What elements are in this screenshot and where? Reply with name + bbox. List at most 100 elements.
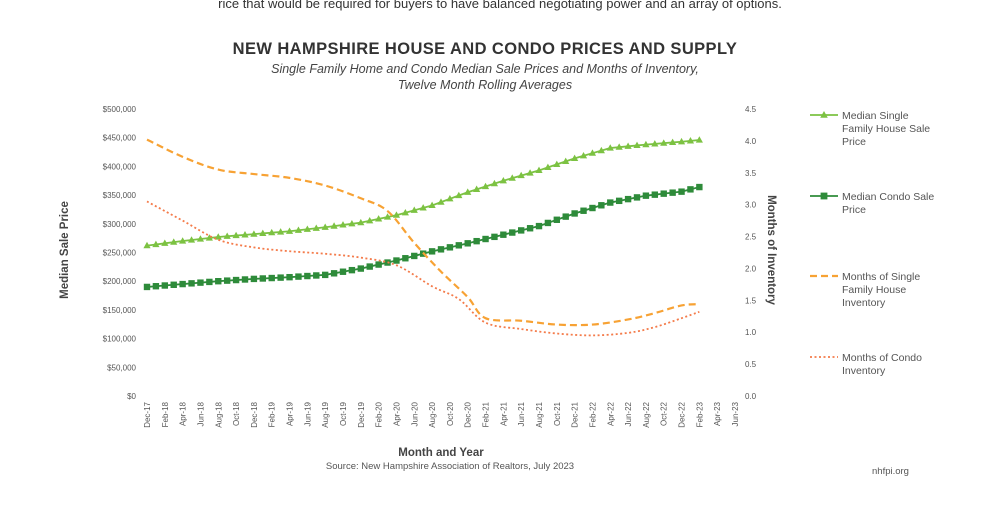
chart-title: NEW HAMPSHIRE HOUSE AND CONDO PRICES AND…: [232, 40, 738, 58]
median-single-family-house-sale-price-point: [375, 215, 383, 222]
x-tick-label: Feb-19: [268, 401, 277, 427]
x-tick-label: Jun-22: [624, 401, 633, 426]
median-single-family-house-sale-price-point: [268, 228, 276, 236]
median-condo-sale-price-point: [642, 192, 650, 199]
median-condo-sale-price-point: [232, 276, 240, 284]
median-single-family-house-sale-price-point: [357, 218, 365, 226]
chart-credit: nhfpi.org: [872, 466, 909, 477]
median-condo-sale-price-point: [482, 235, 489, 243]
median-single-family-house-sale-price-point: [553, 160, 561, 167]
y-tick-label: $350,000: [103, 191, 137, 200]
median-single-family-house-sale-price-line: [146, 139, 700, 247]
median-condo-sale-price-point: [259, 275, 267, 282]
median-condo-sale-price-point: [624, 195, 632, 203]
median-condo-sale-price-point: [411, 252, 418, 260]
median-single-family-house-sale-price-point: [571, 154, 579, 161]
x-tick-label: Dec-17: [143, 401, 152, 427]
median-condo-sale-price-point: [295, 273, 302, 280]
median-condo-sale-price-point: [215, 278, 222, 285]
x-tick-label: Apr-21: [499, 401, 508, 426]
median-condo-sale-price-point: [188, 280, 195, 287]
median-condo-sale-price-point: [696, 183, 703, 191]
median-single-family-house-sale-price-point: [677, 137, 686, 145]
median-condo-sale-price-point: [544, 219, 552, 227]
median-condo-sale-price-point: [250, 275, 258, 283]
median-condo-sale-price-point: [241, 276, 249, 283]
x-tick-label: Dec-22: [678, 401, 687, 427]
median-condo-sale-price-point: [223, 277, 231, 284]
median-condo-sale-price-point: [402, 255, 409, 262]
y2-tick-label: 1.0: [745, 328, 757, 337]
median-condo-sale-price-point: [589, 204, 596, 212]
x-axis-title: Month and Year: [398, 447, 484, 459]
x-tick-label: Aug-20: [428, 401, 437, 427]
legend-label-median-condo-sale-price: Price: [842, 204, 866, 216]
median-single-family-house-sale-price-point: [214, 233, 222, 240]
median-single-family-house-sale-price-point: [410, 206, 418, 213]
median-condo-sale-price-point: [678, 188, 685, 195]
median-condo-sale-price-point: [161, 282, 169, 289]
median-single-family-house-sale-price-point: [401, 208, 409, 216]
median-single-family-house-sale-price-point: [250, 230, 258, 237]
median-single-family-house-sale-price-point: [490, 179, 499, 187]
median-single-family-house-sale-price-point: [526, 169, 534, 176]
y2-tick-label: 4.5: [745, 105, 757, 114]
median-condo-sale-price-point: [509, 229, 516, 236]
median-single-family-house-sale-price-point: [606, 144, 614, 151]
median-single-family-house-sale-price-point: [455, 191, 463, 199]
median-single-family-house-sale-price-point: [143, 241, 151, 249]
median-condo-sale-price-point: [687, 186, 694, 193]
median-condo-sale-price-point: [607, 199, 614, 206]
median-condo-sale-price-point: [464, 240, 471, 247]
median-single-family-house-sale-price-point: [544, 163, 552, 171]
legend-label-months-of-single-family-house-inventory: Family House: [842, 284, 906, 296]
chart-subtitle: Single Family Home and Condo Median Sale…: [120, 61, 850, 93]
median-single-family-house-sale-price-point: [446, 195, 454, 202]
median-condo-sale-price-point: [473, 237, 480, 245]
x-tick-label: Jun-20: [410, 401, 419, 426]
x-tick-label: Feb-23: [695, 401, 704, 427]
median-condo-sale-price-point: [277, 274, 284, 281]
median-condo-sale-price-point: [321, 271, 329, 279]
median-condo-sale-price-point: [197, 279, 204, 286]
chart-subtitle-line-1: Single Family Home and Condo Median Sale…: [271, 62, 699, 76]
median-condo-sale-price-point: [393, 257, 400, 264]
median-single-family-house-sale-price-point: [179, 237, 187, 244]
x-tick-label: Aug-19: [321, 401, 330, 427]
median-single-family-house-sale-price-point: [642, 140, 650, 148]
y2-tick-label: 2.0: [745, 264, 757, 273]
median-condo-sale-price-point: [286, 273, 293, 281]
x-tick-label: Dec-18: [250, 401, 259, 427]
median-condo-sale-price-point: [366, 263, 373, 270]
y2-tick-label: 0.0: [745, 392, 757, 401]
legend-marker-median-condo-sale-price: [820, 192, 828, 200]
median-condo-sale-price-point: [437, 246, 445, 253]
median-single-family-house-sale-price-point: [161, 239, 169, 246]
cropped-top-text: rice that would be required for buyers t…: [218, 0, 782, 11]
median-single-family-house-sale-price-point: [330, 222, 338, 229]
median-single-family-house-sale-price-point: [348, 220, 356, 227]
median-single-family-house-sale-price-point: [597, 146, 605, 154]
median-single-family-house-sale-price-point: [223, 232, 231, 239]
x-tick-label: Oct-22: [660, 401, 669, 426]
chart-source: Source: New Hampshire Association of Rea…: [325, 461, 575, 472]
median-single-family-house-sale-price-point: [232, 231, 240, 239]
median-single-family-house-sale-price-point: [660, 139, 668, 146]
median-condo-sale-price-point: [268, 274, 275, 282]
y-tick-label: $450,000: [103, 134, 137, 143]
x-tick-label: Oct-21: [553, 401, 562, 426]
y-tick-label: $100,000: [103, 335, 137, 344]
median-single-family-house-sale-price-point: [170, 238, 178, 245]
legend-label-median-condo-sale-price: Median Condo Sale: [842, 191, 934, 203]
x-tick-label: Aug-22: [642, 401, 651, 427]
median-condo-sale-price-point: [500, 231, 507, 238]
median-condo-sale-price-point: [598, 202, 605, 209]
median-condo-sale-price-point: [330, 270, 338, 277]
x-tick-label: Apr-22: [606, 401, 615, 426]
median-single-family-house-sale-price-point: [499, 176, 507, 184]
y-tick-label: $150,000: [103, 306, 137, 315]
median-condo-sale-price-point: [660, 190, 667, 197]
median-single-family-house-sale-price-point: [241, 231, 249, 238]
median-condo-sale-price-point: [517, 227, 525, 234]
median-single-family-house-sale-price-point: [473, 185, 481, 192]
